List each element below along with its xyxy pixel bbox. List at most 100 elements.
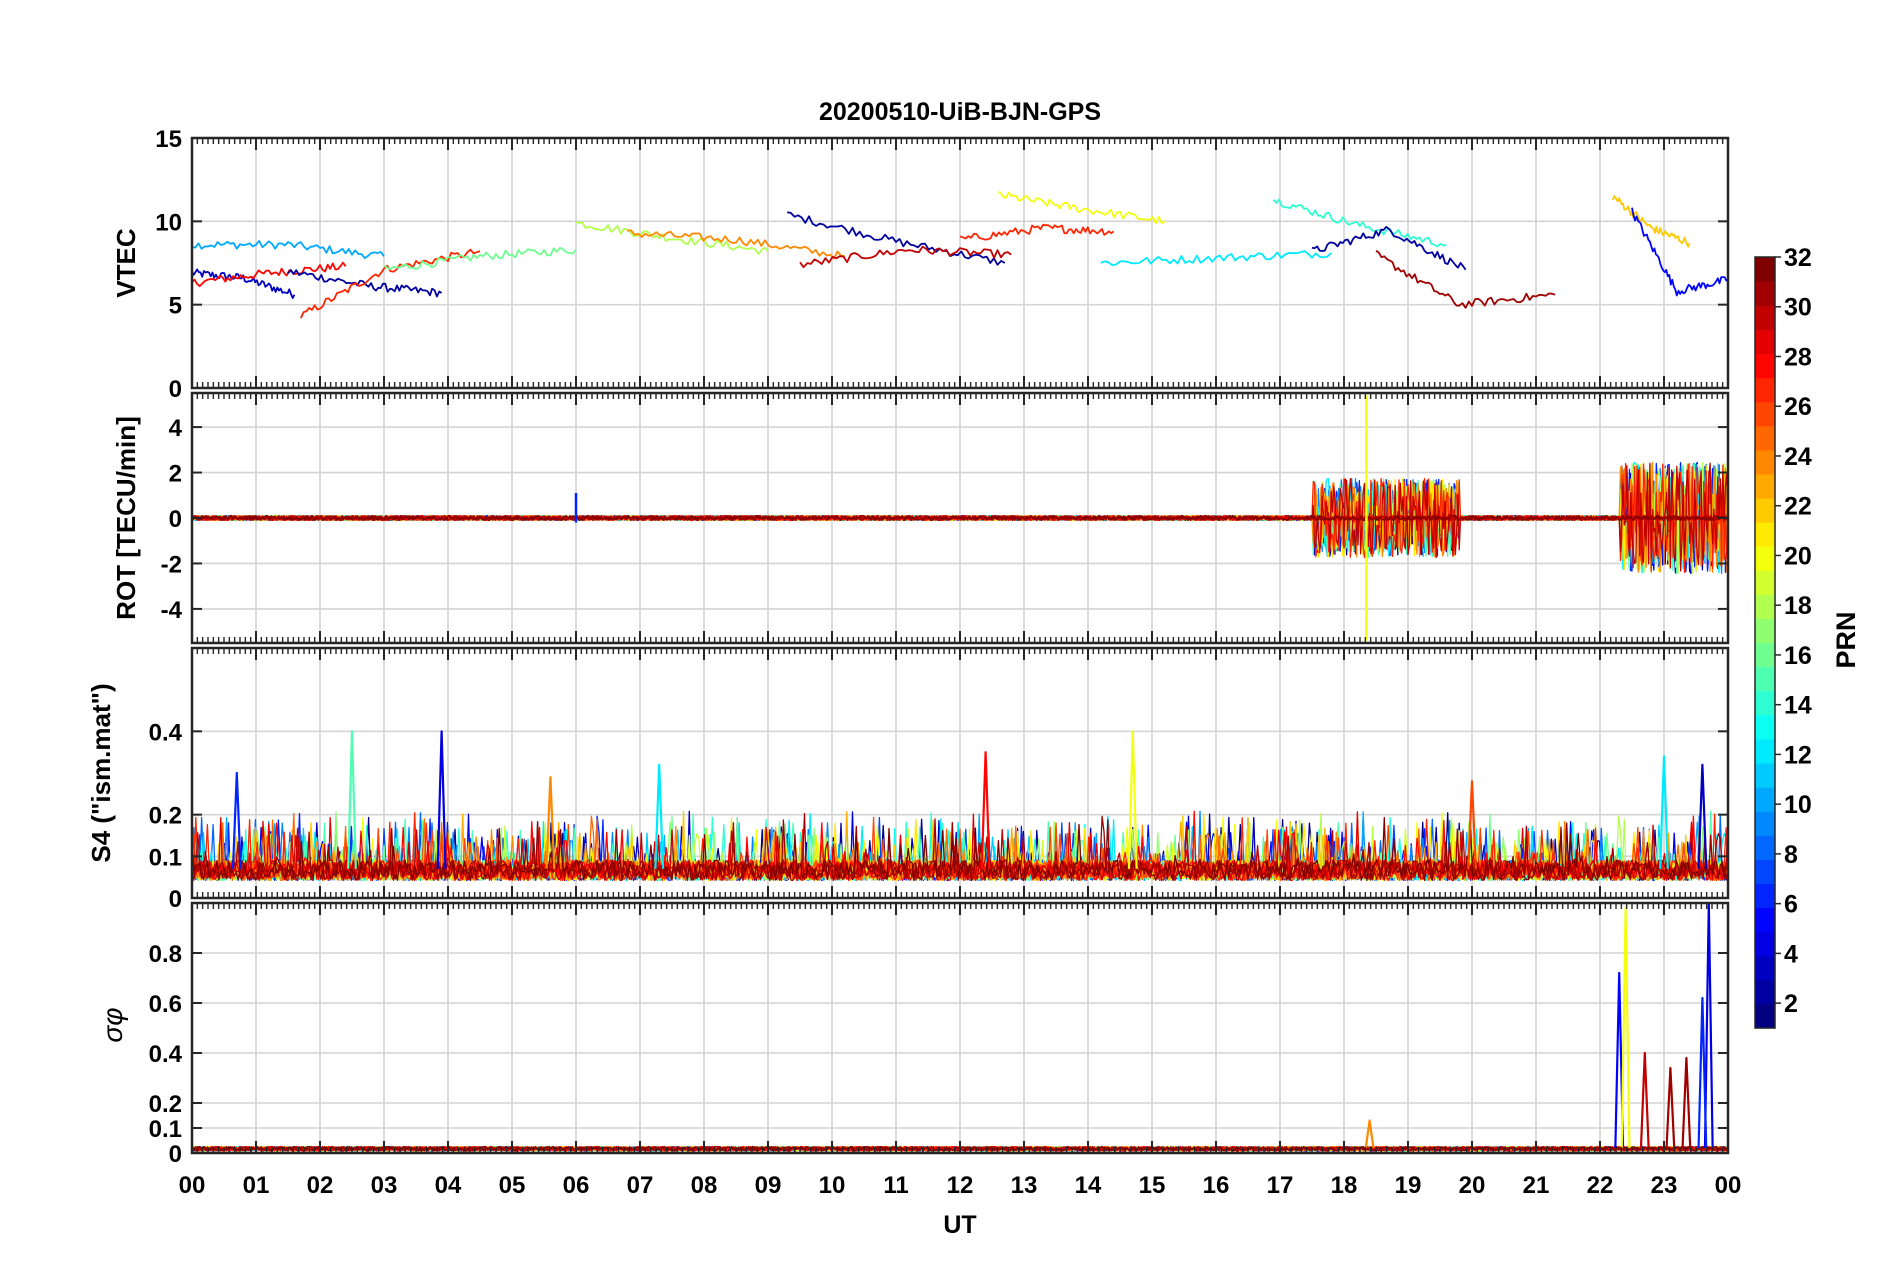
x-tick-label: 14 (1075, 1172, 1102, 1199)
colorbar-level (1755, 883, 1775, 909)
y-tick-label: 0.8 (149, 941, 182, 968)
x-tick-label: 08 (691, 1172, 718, 1199)
colorbar-level (1755, 1003, 1775, 1029)
colorbar-level (1755, 305, 1775, 330)
colorbar-tick-label: 26 (1784, 393, 1812, 421)
colorbar-tick-label: 16 (1784, 642, 1812, 670)
sigma-peak-prn-31 (1665, 1066, 1676, 1149)
colorbar-label: PRN (1831, 611, 1861, 668)
vtec-series-prn-24 (627, 229, 845, 260)
vtec-series-prn-22 (1611, 195, 1691, 248)
vtec-series-prn-27 (959, 223, 1115, 241)
y-tick-label: 0.2 (149, 803, 182, 830)
x-tick-label: 06 (563, 1172, 590, 1199)
s4-peak-prn-20 (1127, 730, 1138, 869)
x-tick-label: 05 (499, 1172, 526, 1199)
colorbar-level (1755, 618, 1775, 644)
colorbar-level (1755, 835, 1775, 860)
colorbar-tick-label: 22 (1784, 493, 1812, 521)
colorbar-tick-label: 4 (1784, 940, 1798, 968)
colorbar-level (1755, 955, 1775, 981)
colorbar-level (1755, 570, 1775, 595)
colorbar-tick-label: 30 (1784, 294, 1812, 322)
colorbar-level (1755, 859, 1775, 885)
vtec-series-prn-14 (1272, 198, 1447, 248)
y-tick-label: -4 (161, 597, 183, 624)
figure-title: 20200510-UiB-BJN-GPS (819, 98, 1101, 126)
x-tick-label: 09 (755, 1172, 782, 1199)
sigma-peak-prn-30 (1639, 1051, 1650, 1149)
colorbar-level (1755, 594, 1775, 620)
colorbar-tick-label: 2 (1784, 990, 1798, 1018)
vtec-series-prn-3 (192, 268, 296, 300)
colorbar-tick-label: 12 (1784, 741, 1812, 769)
colorbar-level (1755, 666, 1775, 692)
series-lines (192, 395, 1728, 641)
x-tick-label: 16 (1203, 1172, 1230, 1199)
y-tick-label: 0.2 (149, 1091, 182, 1118)
x-tick-label: 19 (1395, 1172, 1422, 1199)
colorbar-tick-label: 8 (1784, 841, 1798, 869)
s4-series-prn-32 (192, 816, 1728, 882)
vtec-series-prn-27 (299, 248, 481, 319)
y-axis-label: VTEC (111, 228, 141, 298)
s4-peak-prn-12 (654, 763, 665, 869)
sigma-peak-prn-31 (1681, 1056, 1692, 1149)
x-tick-label: 23 (1651, 1172, 1678, 1199)
sigma-peak-prn-6 (1697, 996, 1708, 1149)
vtec-series-prn-30 (799, 245, 1012, 269)
x-tick-label: 17 (1267, 1172, 1294, 1199)
y-tick-label: 0.1 (149, 1116, 182, 1143)
y-tick-label: 5 (169, 293, 182, 320)
y-tick-label: 10 (155, 209, 182, 236)
y-axis-label: ROT [TECU/min] (111, 416, 141, 620)
x-tick-label: 11 (883, 1172, 908, 1199)
y-tick-label: 0.1 (149, 844, 182, 871)
series-lines (192, 190, 1728, 319)
vtec-series-prn-2 (1311, 225, 1467, 271)
colorbar-level (1755, 425, 1775, 451)
sigma-peak-prn-4 (1703, 903, 1714, 1149)
s4-peak-prn-26 (1467, 780, 1477, 869)
y-axis-label: S4 ("ism.mat") (86, 683, 116, 862)
vtec-series-prn-12 (1100, 250, 1332, 267)
vtec-panel: 0 5 10 15 VTEC (111, 126, 1730, 403)
x-axis: 00 01 02 03 04 05 06 07 08 09 10 11 12 13 14 15 16 17 18 19… (179, 1172, 1742, 1199)
vtec-series-prn-2 (287, 268, 443, 298)
colorbar-tick-label: 28 (1784, 343, 1812, 371)
colorbar-frame (1754, 256, 1776, 1029)
s4-peak-prn-24 (545, 776, 556, 869)
colorbar-tick-label: 6 (1784, 891, 1798, 919)
y-tick-label: 0.4 (149, 719, 183, 746)
x-tick-label: 10 (819, 1172, 846, 1199)
x-tick-label: 04 (435, 1172, 462, 1199)
colorbar-level (1755, 762, 1775, 788)
colorbar-level (1755, 449, 1775, 475)
sigma-peak-prn-24 (1364, 1119, 1375, 1149)
y-axis-label: σφ (97, 1007, 128, 1042)
y-tick-label: 2 (169, 461, 182, 488)
s4-peak-prn-4 (436, 730, 447, 869)
vtec-series-prn-16 (383, 246, 577, 270)
colorbar-level (1755, 353, 1775, 379)
colorbar-tick-label: 14 (1784, 692, 1812, 720)
x-tick-label: 18 (1331, 1172, 1358, 1199)
x-tick-label: 07 (627, 1172, 654, 1199)
y-tick-label: 4 (169, 415, 183, 442)
colorbar-level (1755, 979, 1775, 1005)
y-tick-label: 0 (169, 886, 182, 913)
vtec-series-prn-5 (1631, 207, 1728, 297)
x-tick-label: 03 (371, 1172, 398, 1199)
colorbar-level (1755, 931, 1775, 957)
sigma-phi-panel: 00.10.2 0.4 0.6 0.8 σφ (97, 901, 1730, 1168)
colorbar-level (1755, 522, 1775, 547)
sigma-peak-prn-20 (1620, 906, 1631, 1149)
rot-series-prn-32 (192, 514, 1728, 522)
x-axis-label: UT (943, 1211, 976, 1239)
x-tick-label: 22 (1587, 1172, 1614, 1199)
vtec-series-prn-31 (1375, 249, 1556, 309)
x-tick-label: 21 (1523, 1172, 1550, 1199)
x-tick-label: 00 (179, 1172, 206, 1199)
y-tick-label: 0.6 (149, 991, 182, 1018)
colorbar-tick-label: 10 (1784, 791, 1812, 819)
